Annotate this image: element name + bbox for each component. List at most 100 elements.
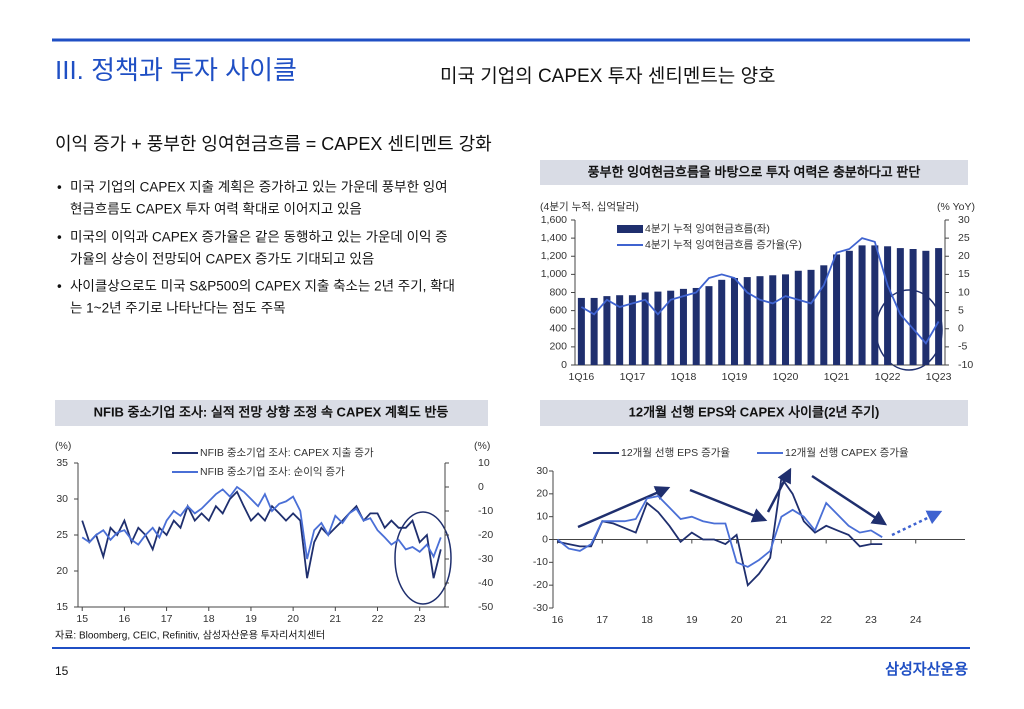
bar (654, 291, 662, 365)
y2-tick-label: 0 (958, 323, 964, 335)
x-tick-label: 21 (776, 614, 788, 626)
highlight-circle (394, 511, 452, 605)
bar (718, 279, 726, 365)
series-line (556, 495, 883, 568)
bar (667, 290, 675, 365)
y-tick-label: 20 (56, 565, 68, 577)
logo: 삼성자산운용 (885, 660, 968, 678)
y2-tick-label: 5 (958, 304, 964, 316)
y-tick-label: 20 (536, 488, 548, 500)
y-tick-label: 30 (536, 465, 548, 477)
legend-swatch (617, 225, 643, 233)
bar (794, 270, 802, 365)
bar (641, 292, 649, 365)
series-line (81, 485, 442, 560)
bullet-dot: • (57, 279, 62, 294)
bar (820, 265, 828, 365)
panel-title-box (55, 400, 488, 426)
x-tick-label: 17 (596, 614, 608, 626)
y-tick-label: -10 (533, 556, 548, 568)
y2-tick-label: 15 (958, 268, 970, 280)
legend-label: 4분기 누적 잉여현금흐름 증가율(우) (645, 239, 802, 251)
bar (616, 295, 624, 365)
bullet-dot: • (57, 230, 62, 245)
y2-axis-label: (%) (474, 440, 490, 452)
bar (628, 295, 636, 365)
bullet-line: 미국 기업의 CAPEX 지출 계획은 증가하고 있는 가운데 풍부한 잉여 (70, 180, 448, 195)
y-tick-label: 200 (549, 341, 567, 353)
legend-label: NFIB 중소기업 조사: CAPEX 지출 증가 (200, 446, 374, 459)
x-tick-label: 23 (865, 614, 877, 626)
cycle-arrows (577, 467, 943, 537)
y-tick-label: 10 (536, 510, 548, 522)
x-tick-label: 1Q16 (569, 371, 595, 383)
y-tick-label: 0 (542, 533, 548, 545)
series-line (81, 490, 442, 579)
y2-tick-label: -10 (958, 359, 973, 371)
y2-tick-label: 20 (958, 250, 970, 262)
bar (577, 297, 585, 365)
arrow (811, 474, 888, 526)
bar (743, 277, 751, 365)
x-tick-label: 18 (203, 613, 215, 625)
bar (871, 245, 879, 365)
legend-label: NFIB 중소기업 조사: 순이익 증가 (200, 465, 345, 478)
y-tick-label: 0 (561, 359, 567, 371)
bar (909, 249, 917, 365)
y-axis-label: (%) (55, 440, 71, 452)
bullet-line: 미국의 이익과 CAPEX 증가율은 같은 동행하고 있는 가운데 이익 증 (70, 230, 448, 245)
bar (782, 274, 790, 365)
bullet-line: 현금흐름도 CAPEX 투자 여력 확대로 이어지고 있음 (70, 202, 362, 217)
legend-label: 12개월 선행 CAPEX 증가율 (785, 447, 909, 459)
bar (756, 276, 764, 365)
y2-tick-label: 25 (958, 232, 970, 244)
x-tick-label: 24 (910, 614, 922, 626)
y-tick-label: -30 (533, 602, 548, 614)
x-tick-label: 22 (372, 613, 384, 625)
bar (884, 246, 892, 365)
bar (692, 287, 700, 365)
arrow (891, 510, 943, 537)
x-tick-label: 1Q19 (722, 371, 748, 383)
panel-title: 12개월 선행 EPS와 CAPEX 사이클(2년 주기) (629, 404, 880, 419)
x-tick-label: 19 (686, 614, 698, 626)
x-tick-label: 16 (119, 613, 131, 625)
bullet-dot: • (57, 180, 62, 195)
y2-tick-label: -40 (478, 577, 493, 589)
y2-axis-label: (% YoY) (937, 201, 975, 213)
y-tick-label: -20 (533, 579, 548, 591)
y2-tick-label: -30 (478, 553, 493, 565)
slide-title: III. 정책과 투자 사이클 (55, 55, 297, 85)
series-line (580, 237, 940, 345)
x-tick-label: 1Q22 (875, 371, 901, 383)
bar (922, 250, 930, 365)
bar (590, 297, 598, 365)
y-axis-label: (4분기 누적, 십억달러) (540, 201, 639, 213)
bullet-line: 사이클상으로도 미국 S&P500의 CAPEX 지출 축소는 2년 주기, 확… (70, 279, 455, 294)
x-tick-label: 1Q21 (824, 371, 850, 383)
y2-tick-label: 30 (958, 214, 970, 226)
y2-tick-label: -10 (478, 505, 493, 517)
arrow (577, 486, 671, 529)
bar (769, 275, 777, 365)
x-tick-label: 15 (76, 613, 88, 625)
arrow (689, 488, 768, 523)
y-tick-label: 400 (549, 323, 567, 335)
bar (807, 269, 815, 365)
bullet-line: 가율의 상승이 전망되어 CAPEX 증가도 기대되고 있음 (70, 252, 374, 267)
x-tick-label: 1Q20 (773, 371, 799, 383)
x-tick-label: 20 (731, 614, 743, 626)
y-tick-label: 1,400 (541, 232, 567, 244)
y-tick-label: 600 (549, 304, 567, 316)
page-number: 15 (55, 664, 69, 678)
y-tick-label: 800 (549, 286, 567, 298)
bar (603, 296, 611, 365)
y2-tick-label: 10 (958, 286, 970, 298)
y2-tick-label: -5 (958, 341, 967, 353)
bar (935, 248, 943, 365)
bar (705, 286, 713, 365)
x-tick-label: 1Q17 (620, 371, 646, 383)
y-tick-label: 1,600 (541, 214, 567, 226)
bullets: • 미국 기업의 CAPEX 지출 계획은 증가하고 있는 가운데 풍부한 잉여… (57, 180, 455, 316)
x-tick-label: 23 (414, 613, 426, 625)
